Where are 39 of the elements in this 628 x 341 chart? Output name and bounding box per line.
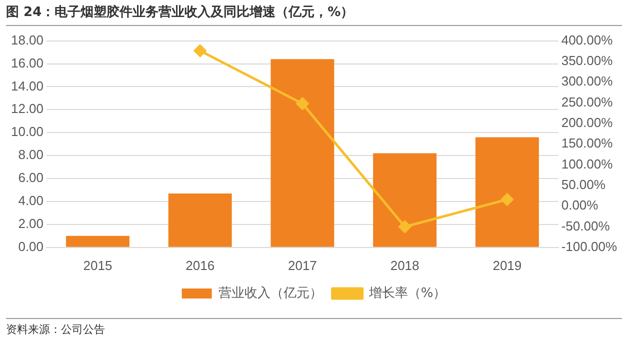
text: 资料来源：公司公告	[6, 318, 622, 337]
y2-tick-label: -50.00%	[561, 218, 610, 234]
chart-title: 图 24：电子烟塑胶件业务营业收入及同比增速（亿元，%）	[6, 3, 622, 26]
y2-tick-label: 200.00%	[561, 115, 614, 130]
x-tick-label: 2019	[492, 258, 522, 273]
x-tick-label: 2018	[390, 258, 420, 273]
point	[194, 44, 206, 57]
y2-tick-label: -100.00%	[561, 238, 618, 254]
point	[398, 220, 412, 233]
bar	[373, 153, 437, 247]
y2-tick-label: 0.00%	[561, 198, 599, 213]
point	[500, 193, 514, 206]
y2-tick-label: 350.00%	[561, 53, 614, 68]
y-tick-label: 4.00	[18, 193, 44, 208]
y-tick-label: 2.00	[18, 216, 44, 232]
y-tick-label: 6.00	[18, 170, 44, 186]
point	[296, 97, 309, 110]
y-tick-label: 18.00	[10, 32, 44, 48]
y-tick-label: 12.00	[10, 101, 44, 116]
y-tick-label: 0.00	[18, 238, 44, 254]
bar	[66, 236, 130, 247]
y-tick-label: 14.00	[10, 78, 44, 94]
legend-label: 营业收入（亿元）	[218, 286, 322, 301]
y2-tick-label: 50.00%	[561, 177, 606, 192]
y2-tick-label: 150.00%	[561, 136, 614, 151]
x-tick-label: 2015	[83, 258, 112, 273]
y-tick-label: 16.00	[10, 55, 44, 70]
y2-tick-label: 100.00%	[561, 156, 614, 172]
y-tick-label: 8.00	[18, 147, 44, 162]
x-tick-label: 2016	[186, 258, 215, 273]
bar	[475, 137, 539, 247]
y2-tick-label: 400.00%	[561, 32, 614, 48]
legend-label: 增长率（%）	[368, 284, 446, 301]
y2-tick-label: 300.00%	[561, 74, 614, 89]
x-tick-label: 2017	[288, 258, 317, 273]
bar	[168, 193, 232, 247]
bar	[270, 59, 334, 247]
y-tick-label: 10.00	[10, 124, 44, 140]
y2-tick-label: 250.00%	[561, 94, 614, 110]
